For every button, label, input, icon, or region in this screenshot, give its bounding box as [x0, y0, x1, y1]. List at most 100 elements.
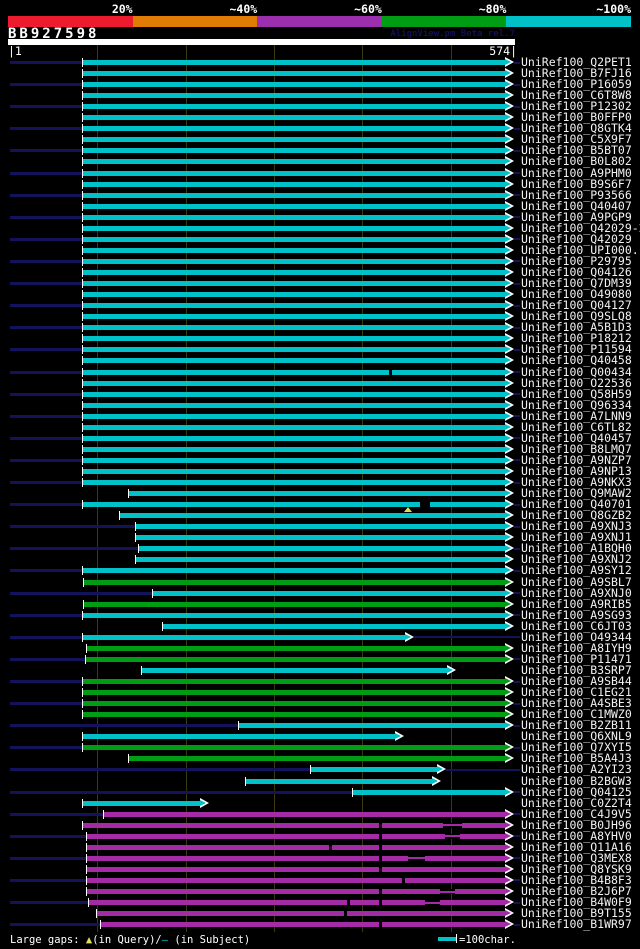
hit-label[interactable]: UniRef100_Q11A16: [521, 839, 632, 854]
hit-label[interactable]: UniRef100_O49344: [521, 629, 632, 644]
hit-bar[interactable]: [245, 778, 432, 784]
hit-bar[interactable]: [82, 126, 505, 132]
hit-bar[interactable]: [82, 502, 505, 508]
hit-bar[interactable]: [82, 358, 505, 364]
hit-label[interactable]: UniRef100_B5BT07: [521, 143, 632, 158]
hit-bar[interactable]: [82, 822, 505, 828]
hit-bar[interactable]: [82, 347, 505, 353]
hit-bar[interactable]: [82, 435, 505, 441]
hit-bar[interactable]: [100, 922, 505, 928]
hit-bar[interactable]: [82, 258, 505, 264]
hit-bar[interactable]: [82, 701, 505, 707]
hit-bar[interactable]: [83, 579, 505, 585]
hit-label[interactable]: UniRef100_Q9SLQ8: [521, 309, 632, 324]
hit-label[interactable]: UniRef100_Q04127: [521, 298, 632, 313]
hit-label[interactable]: UniRef100_Q58H59: [521, 386, 632, 401]
hit-bar[interactable]: [82, 800, 200, 806]
hit-label[interactable]: UniRef100_A9NZP7: [521, 452, 632, 467]
hit-bar[interactable]: [152, 590, 505, 596]
hit-label[interactable]: UniRef100_C0Z2T4: [521, 795, 632, 810]
hit-label[interactable]: UniRef100_Q9MAW2: [521, 486, 632, 501]
hit-bar[interactable]: [82, 457, 505, 463]
hit-bar[interactable]: [88, 900, 505, 906]
hit-label[interactable]: UniRef100_A9SY12: [521, 563, 632, 578]
hit-bar[interactable]: [86, 855, 505, 861]
hit-bar[interactable]: [82, 468, 505, 474]
hit-bar[interactable]: [141, 667, 447, 673]
hit-bar[interactable]: [310, 767, 437, 773]
hit-label[interactable]: UniRef100_Q8YSK9: [521, 861, 632, 876]
hit-label[interactable]: UniRef100_A8IYH9: [521, 640, 632, 655]
hit-bar[interactable]: [86, 889, 505, 895]
hit-label[interactable]: UniRef100_A8YHV0: [521, 828, 632, 843]
hit-label[interactable]: UniRef100_P16059: [521, 77, 632, 92]
hit-label[interactable]: UniRef100_P18212: [521, 331, 632, 346]
hit-bar[interactable]: [82, 424, 505, 430]
hit-label[interactable]: UniRef100_A1BQH0: [521, 541, 632, 556]
hit-label[interactable]: UniRef100_A9SBL7: [521, 574, 632, 589]
hit-bar[interactable]: [82, 369, 505, 375]
hit-bar[interactable]: [82, 391, 505, 397]
hit-bar[interactable]: [82, 115, 505, 121]
hit-bar[interactable]: [82, 413, 505, 419]
hit-label[interactable]: UniRef100_B8LMQ7: [521, 441, 632, 456]
hit-label[interactable]: UniRef100_P11471: [521, 651, 632, 666]
hit-bar[interactable]: [82, 745, 505, 751]
hit-label[interactable]: UniRef100_B1WR97: [521, 917, 632, 932]
hit-bar[interactable]: [103, 811, 505, 817]
hit-label[interactable]: UniRef100_A9XNJ1: [521, 530, 632, 545]
hit-bar[interactable]: [82, 336, 505, 342]
hit-label[interactable]: UniRef100_P29795: [521, 253, 632, 268]
hit-bar[interactable]: [82, 325, 505, 331]
hit-bar[interactable]: [82, 82, 505, 88]
hit-label[interactable]: UniRef100_Q7DM39: [521, 276, 632, 291]
hit-bar[interactable]: [82, 612, 505, 618]
hit-label[interactable]: UniRef100_Q8GTK4: [521, 121, 632, 136]
hit-bar[interactable]: [82, 137, 505, 143]
hit-bar[interactable]: [86, 866, 505, 872]
hit-bar[interactable]: [135, 524, 505, 530]
hit-label[interactable]: UniRef100_C1MWZ0: [521, 707, 632, 722]
hit-label[interactable]: UniRef100_C5X9F7: [521, 132, 632, 147]
hit-bar[interactable]: [82, 568, 505, 574]
hit-label[interactable]: UniRef100_UPI000..: [521, 242, 640, 257]
hit-label[interactable]: UniRef100_B2ZB11: [521, 718, 632, 733]
hit-bar[interactable]: [82, 192, 505, 198]
hit-label[interactable]: UniRef100_B0JH96: [521, 817, 632, 832]
hit-bar[interactable]: [96, 911, 505, 917]
hit-label[interactable]: UniRef100_B3SRP7: [521, 662, 632, 677]
hit-bar[interactable]: [82, 402, 505, 408]
hit-bar[interactable]: [86, 833, 505, 839]
hit-bar[interactable]: [82, 148, 505, 154]
hit-bar[interactable]: [82, 380, 505, 386]
hit-label[interactable]: UniRef100_Q3MEX8: [521, 850, 632, 865]
hit-bar[interactable]: [82, 314, 505, 320]
hit-bar[interactable]: [82, 292, 505, 298]
hit-label[interactable]: UniRef100_Q2PET1: [521, 55, 632, 69]
hit-label[interactable]: UniRef100_A9PHM0: [521, 165, 632, 180]
hit-label[interactable]: UniRef100_Q96334: [521, 397, 632, 412]
hit-bar[interactable]: [82, 712, 505, 718]
hit-label[interactable]: UniRef100_Q6XNL9: [521, 729, 632, 744]
hit-bar[interactable]: [82, 159, 505, 165]
hit-bar[interactable]: [135, 557, 505, 563]
hit-bar[interactable]: [82, 71, 505, 77]
hit-bar[interactable]: [85, 656, 505, 662]
hit-label[interactable]: UniRef100_A2YI23: [521, 762, 632, 777]
hit-label[interactable]: UniRef100_C4J9V5: [521, 806, 632, 821]
hit-label[interactable]: UniRef100_B2J6P7: [521, 884, 632, 899]
hit-bar[interactable]: [238, 723, 505, 729]
hit-label[interactable]: UniRef100_A9RIB5: [521, 596, 632, 611]
hit-label[interactable]: UniRef100_B0L802: [521, 154, 632, 169]
hit-bar[interactable]: [86, 844, 505, 850]
hit-label[interactable]: UniRef100_B0FFP0: [521, 110, 632, 125]
hit-label[interactable]: UniRef100_Q40458: [521, 353, 632, 368]
hit-label[interactable]: UniRef100_P93566: [521, 187, 632, 202]
hit-bar[interactable]: [135, 535, 505, 541]
hit-bar[interactable]: [82, 634, 405, 640]
hit-label[interactable]: UniRef100_Q7XYI5: [521, 740, 632, 755]
hit-bar[interactable]: [82, 690, 505, 696]
hit-bar[interactable]: [82, 446, 505, 452]
hit-bar[interactable]: [82, 181, 505, 187]
hit-bar[interactable]: [82, 93, 505, 99]
